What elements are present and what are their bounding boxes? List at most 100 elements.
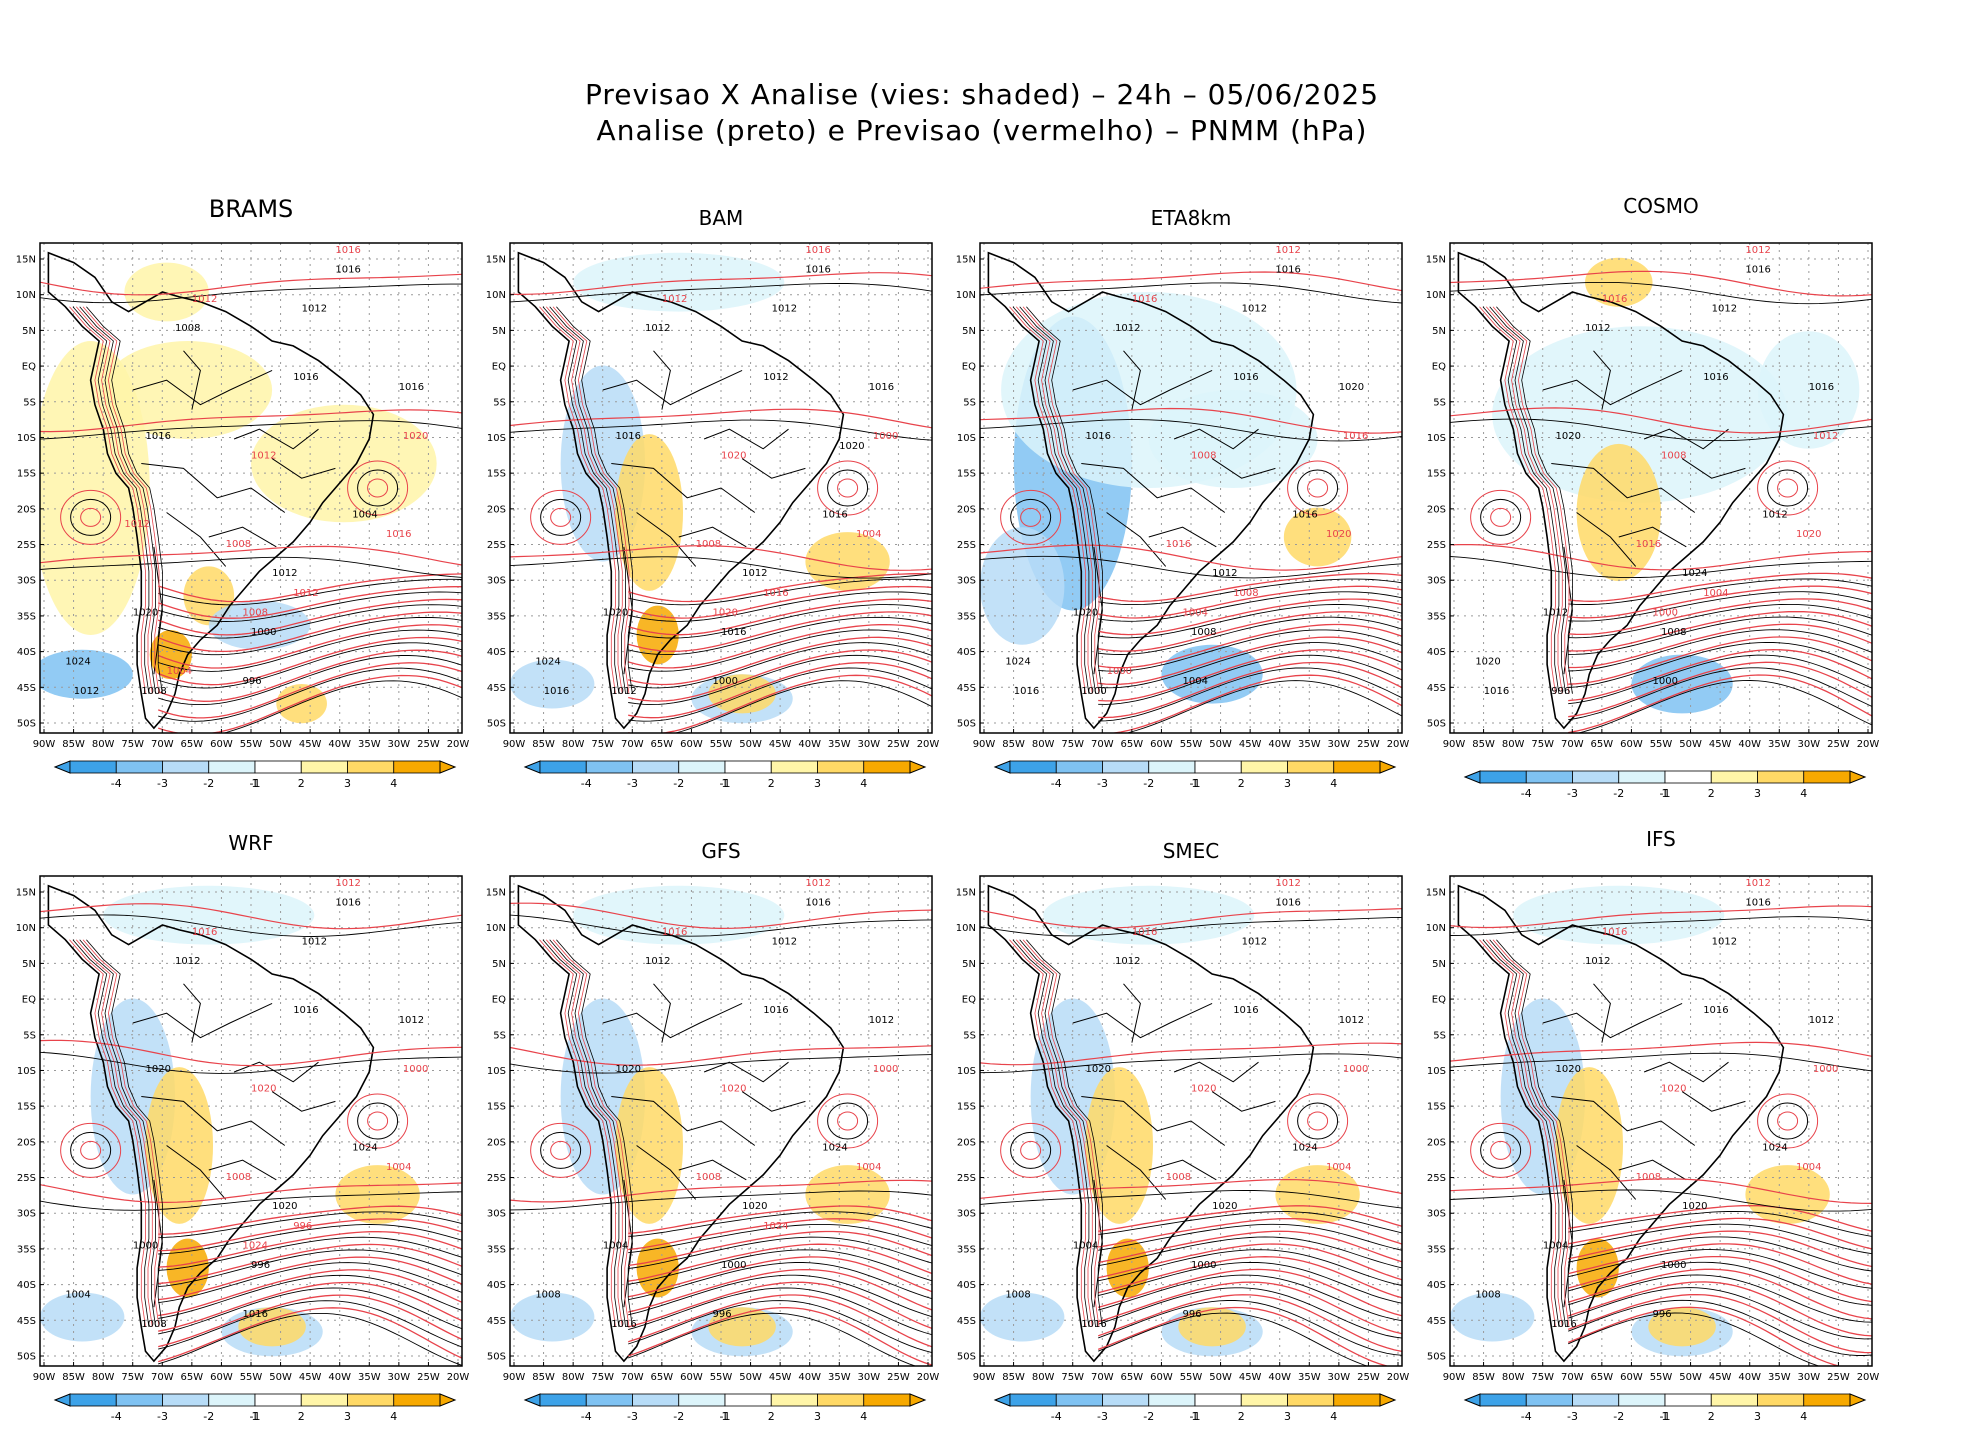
forecast-isobar <box>1098 636 1402 685</box>
colorbar-segment <box>115 760 163 774</box>
panel-smec: SMEC 1016 1012 1012 1016 1020 1012 1024 1020 1008… <box>956 839 1410 1423</box>
analysis-isobar <box>1098 616 1402 655</box>
bias-shading <box>1085 1067 1154 1224</box>
pressure-center <box>347 460 409 516</box>
lon-tick-label: 55W <box>240 739 263 750</box>
lat-tick-label: 15S <box>957 469 976 480</box>
lon-tick-label: 65W <box>181 1372 204 1383</box>
analysis-contour-label: 1000 <box>1081 686 1106 697</box>
forecast-contour-label: 1020 <box>1796 529 1821 540</box>
lat-tick-label: 15N <box>486 888 506 899</box>
analysis-isobar <box>980 419 1402 442</box>
country-border <box>653 983 671 1043</box>
lat-tick-label: 35S <box>1427 1244 1446 1255</box>
andes-isobar <box>1012 939 1090 1327</box>
colorbar-label: 3 <box>814 777 821 790</box>
lon-tick-label: 20W <box>1857 1372 1880 1383</box>
map-area: 1016 1012 1012 1012 1016 1016 1016 1012 1024 1020… <box>510 243 932 733</box>
colorbar-arrow-right <box>909 760 927 774</box>
lat-tick-label: 5N <box>1432 326 1446 337</box>
andes-isobar <box>72 306 150 694</box>
analysis-contour-label: 1020 <box>1556 1064 1581 1075</box>
colorbar-label: -1 <box>250 777 261 790</box>
forecast-contour-label: 1008 <box>696 1172 721 1183</box>
lat-tick-label: 10N <box>486 290 506 301</box>
forecast-contour-label: 1016 <box>805 245 830 256</box>
analysis-contour-label: 1012 <box>742 568 767 579</box>
forecast-contour-label: 1020 <box>721 451 746 462</box>
analysis-isobar <box>158 1300 462 1350</box>
forecast-contour-label: 1008 <box>226 539 251 550</box>
lat-tick-label: 10S <box>17 1066 36 1077</box>
forecast-isobar <box>158 1243 462 1285</box>
forecast-contour-label: 1004 <box>1183 607 1208 618</box>
forecast-isobar <box>1098 1256 1402 1299</box>
forecast-isobar <box>157 598 462 636</box>
lat-tick-label: 5S <box>493 1030 506 1041</box>
colorbar-segment <box>1055 1393 1103 1407</box>
lon-tick-label: 70W <box>1091 1372 1114 1383</box>
lat-tick-label: 45S <box>487 683 506 694</box>
lon-tick-label: 50W <box>739 1372 762 1383</box>
forecast-isobar <box>1568 649 1872 702</box>
analysis-contour-label: 1012 <box>175 956 200 967</box>
forecast-contour-label: 1016 <box>1636 539 1661 550</box>
forecast-contour-label: 1020 <box>713 607 738 618</box>
lat-tick-label: 50S <box>17 719 36 730</box>
analysis-contour-label: 1008 <box>141 1319 166 1330</box>
analysis-contour-label: 1012 <box>1712 304 1737 315</box>
forecast-isobar <box>628 598 932 636</box>
panel-bam: BAM1016101210121012101610161016101210241… <box>486 206 940 790</box>
colorbar-label: 2 <box>1238 1410 1245 1423</box>
lon-tick-label: 30W <box>1798 739 1821 750</box>
analysis-contour-label: 1016 <box>1233 372 1258 383</box>
lon-tick-label: 25W <box>417 739 440 750</box>
analysis-isobar <box>1098 629 1402 672</box>
country-border <box>132 369 273 406</box>
lon-tick-label: 45W <box>1239 1372 1262 1383</box>
analysis-isobar <box>1568 1223 1872 1255</box>
colorbar-segment <box>1287 1393 1335 1407</box>
bias-shading <box>636 605 679 665</box>
analysis-contour-label: 1004 <box>1543 1240 1568 1251</box>
figure-title-line2: Analise (preto) e Previsao (vermelho) – … <box>596 114 1368 147</box>
colorbar-label: -4 <box>1051 777 1062 790</box>
country-border <box>1093 1179 1103 1308</box>
colorbar-segment <box>539 760 587 774</box>
forecast-isobar <box>158 1218 462 1252</box>
analysis-contour-label: 1016 <box>1292 509 1317 520</box>
colorbar-segment <box>1479 770 1527 784</box>
analysis-contour-label: 1012 <box>763 372 788 383</box>
lon-tick-label: 45W <box>299 1372 322 1383</box>
country-border <box>1542 369 1683 406</box>
bias-shading <box>166 1238 209 1298</box>
country-border <box>1072 1002 1213 1039</box>
pressure-center <box>837 1111 859 1131</box>
lat-tick-label: 20S <box>17 1137 36 1148</box>
coastline <box>517 884 845 1363</box>
andes-isobar <box>1482 306 1560 694</box>
forecast-isobar <box>1098 661 1402 719</box>
lon-tick-label: 50W <box>739 739 762 750</box>
andes-isobar <box>556 306 633 694</box>
lat-tick-label: 15N <box>956 888 976 899</box>
forecast-contour-label: 1000 <box>1653 607 1678 618</box>
analysis-isobar <box>1098 578 1402 606</box>
analysis-contour-label: 1020 <box>272 1201 297 1212</box>
andes-isobar <box>1492 939 1570 1327</box>
colorbar-label: -4 <box>581 1410 592 1423</box>
country-border <box>611 1096 756 1146</box>
analysis-contour-label: 1012 <box>272 568 297 579</box>
panel-cosmo: COSMO 1016 1012 1012 1016 1020 1016 1012 1024 102… <box>1426 194 1880 800</box>
lon-tick-label: 55W <box>1650 739 1673 750</box>
lon-tick-label: 60W <box>1150 1372 1173 1383</box>
pressure-center <box>70 498 112 536</box>
forecast-isobar <box>158 573 462 603</box>
analysis-contour-label: 1016 <box>293 372 318 383</box>
colorbar-label: 3 <box>344 777 351 790</box>
forecast-isobar <box>1450 1178 1872 1204</box>
forecast-isobar <box>1568 1268 1872 1320</box>
andes-isobar <box>1009 939 1086 1327</box>
forecast-contour-label: 1016 <box>662 927 687 938</box>
andes-isobar <box>82 306 160 694</box>
